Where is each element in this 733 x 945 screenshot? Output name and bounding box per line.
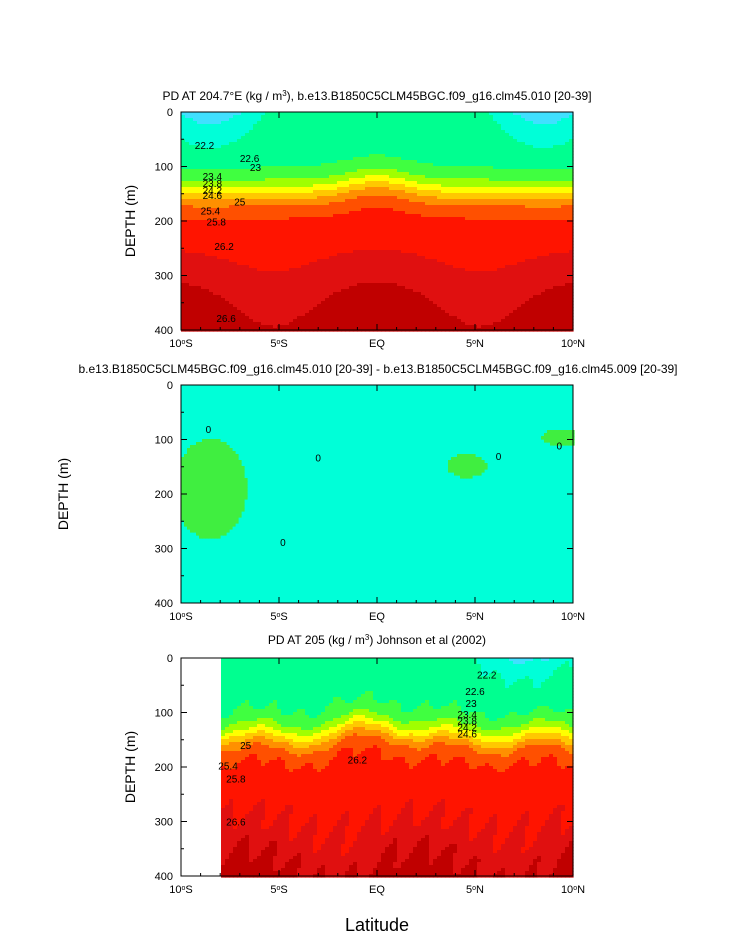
contour-label-3: 22.6 <box>465 687 485 698</box>
contour-label-1: 22.2 <box>195 141 215 152</box>
contour-label-2: 0 <box>315 453 321 464</box>
x-axis-label: Latitude <box>345 915 409 935</box>
x-tick-label-1: 10oS <box>169 338 193 350</box>
y-tick-label-2: 300 <box>155 544 173 556</box>
contour-label-2: 0 <box>496 452 502 463</box>
panel-title-2: b.e13.B1850C5CLM45BGC.f09_g16.clm45.010 … <box>78 362 677 376</box>
contour-label-1: 25.8 <box>207 217 227 228</box>
x-tick-label-2: 5oN <box>466 611 484 623</box>
x-tick-label-3: 10oN <box>561 884 585 896</box>
contour-label-3: 26.2 <box>348 756 368 767</box>
y-axis-label-1: DEPTH (m) <box>122 185 138 257</box>
contour-label-1: 23.4 <box>203 172 223 183</box>
panel-title-3: PD AT 205 (kg / m3) Johnson et al (2002) <box>268 633 486 648</box>
contour-label-2: 0 <box>556 441 562 452</box>
x-tick-label-2: 10oN <box>561 611 585 623</box>
contour-label-1: 23.8 <box>203 179 223 190</box>
y-tick-label-3: 0 <box>167 653 173 665</box>
contour-label-3: 23.8 <box>457 716 477 727</box>
x-tick-label-2: 10oS <box>169 611 193 623</box>
x-tick-label-3: 5oN <box>466 884 484 896</box>
contour-label-2: 0 <box>206 425 212 436</box>
contour-label-3: 24.2 <box>457 723 477 734</box>
contour-label-1: 25 <box>234 198 246 209</box>
y-tick-label-2: 0 <box>167 380 173 392</box>
contour-label-1: 24.6 <box>203 191 223 202</box>
contour-label-1: 26.6 <box>216 314 236 325</box>
x-tick-label-2: 5oS <box>270 611 287 623</box>
x-tick-label-3: EQ <box>369 884 385 896</box>
y-tick-label-1: 200 <box>155 216 173 228</box>
contour-label-3: 22.2 <box>477 671 497 682</box>
x-tick-label-2: EQ <box>369 611 385 623</box>
contour-label-3: 25.8 <box>226 774 246 785</box>
x-tick-label-3: 5oS <box>270 884 287 896</box>
contour-label-3: 24.6 <box>457 730 477 741</box>
contour-label-2: 0 <box>280 538 286 549</box>
y-tick-label-3: 200 <box>155 762 173 774</box>
contour-label-1: 22.6 <box>240 154 260 165</box>
contour-label-1: 25.4 <box>201 206 221 217</box>
contour-label-1: 23 <box>250 163 262 174</box>
contour-fill-3 <box>221 658 574 878</box>
y-tick-label-2: 400 <box>155 598 173 610</box>
contour-fill-1 <box>181 112 574 332</box>
contour-label-1: 26.2 <box>214 242 234 253</box>
diff-regions <box>181 430 575 539</box>
y-tick-label-3: 100 <box>155 708 173 720</box>
y-tick-label-1: 300 <box>155 271 173 283</box>
y-tick-label-2: 100 <box>155 435 173 447</box>
contour-label-3: 23.4 <box>457 710 477 721</box>
contour-label-3: 25 <box>240 741 252 752</box>
contour-label-1: 24.2 <box>203 186 223 197</box>
x-tick-label-1: EQ <box>369 338 385 350</box>
contour-label-3: 25.4 <box>218 762 238 773</box>
x-tick-label-3: 10oS <box>169 884 193 896</box>
x-tick-label-1: 5oN <box>466 338 484 350</box>
x-tick-label-1: 5oS <box>270 338 287 350</box>
y-axis-label-2: DEPTH (m) <box>55 458 71 530</box>
contour-label-3: 23 <box>466 699 478 710</box>
panel-title-1: PD AT 204.7°E (kg / m3), b.e13.B1850C5CL… <box>162 89 591 104</box>
x-tick-label-1: 10oN <box>561 338 585 350</box>
contour-label-3: 26.6 <box>226 817 246 828</box>
y-tick-label-1: 400 <box>155 325 173 337</box>
y-tick-label-1: 100 <box>155 162 173 174</box>
y-tick-label-1: 0 <box>167 107 173 119</box>
y-tick-label-3: 400 <box>155 871 173 883</box>
y-tick-label-3: 300 <box>155 817 173 829</box>
y-tick-label-2: 200 <box>155 489 173 501</box>
y-axis-label-3: DEPTH (m) <box>122 731 138 803</box>
